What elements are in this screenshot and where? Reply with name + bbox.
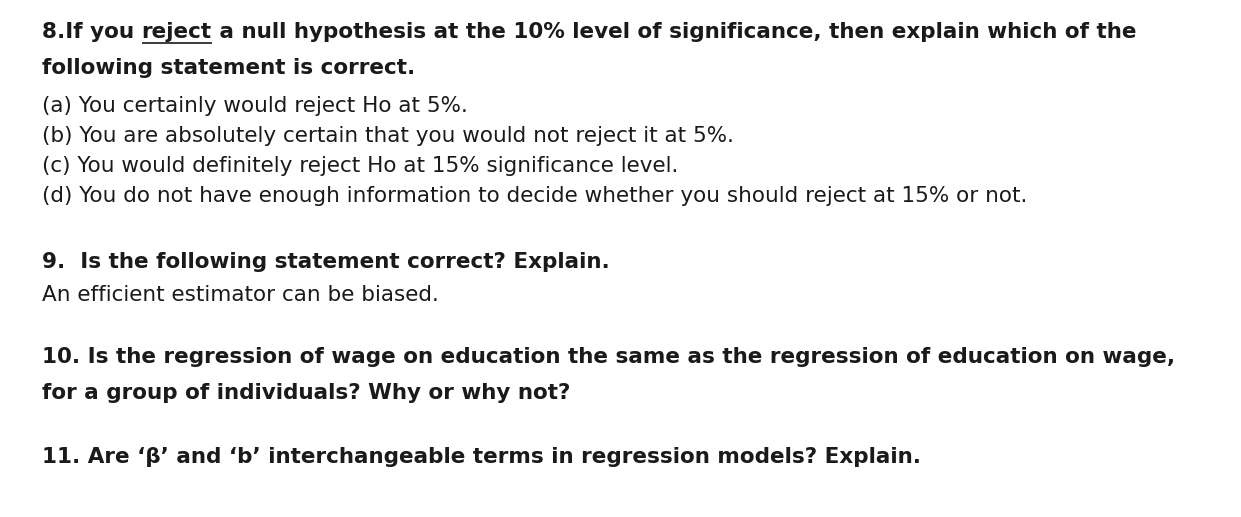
- Text: 11. Are ‘β’ and ‘b’ interchangeable terms in regression models? Explain.: 11. Are ‘β’ and ‘b’ interchangeable term…: [42, 447, 921, 467]
- Text: a null hypothesis at the 10% level of significance, then explain which of the: a null hypothesis at the 10% level of si…: [212, 22, 1137, 42]
- Text: following statement is correct.: following statement is correct.: [42, 58, 416, 78]
- Text: An efficient estimator can be biased.: An efficient estimator can be biased.: [42, 285, 439, 305]
- Text: (d) You do not have enough information to decide whether you should reject at 15: (d) You do not have enough information t…: [42, 186, 1028, 206]
- Text: (c) You would definitely reject Ho at 15% significance level.: (c) You would definitely reject Ho at 15…: [42, 156, 679, 176]
- Text: 10. Is the regression of wage on education the same as the regression of educati: 10. Is the regression of wage on educati…: [42, 347, 1175, 367]
- Text: (a) You certainly would reject Ho at 5%.: (a) You certainly would reject Ho at 5%.: [42, 96, 468, 116]
- Text: (b) You are absolutely certain that you would not reject it at 5%.: (b) You are absolutely certain that you …: [42, 126, 733, 146]
- Text: 9.  Is the following statement correct? Explain.: 9. Is the following statement correct? E…: [42, 252, 609, 272]
- Text: 8.If you: 8.If you: [42, 22, 141, 42]
- Text: for a group of individuals? Why or why not?: for a group of individuals? Why or why n…: [42, 383, 571, 403]
- Text: reject: reject: [141, 22, 212, 42]
